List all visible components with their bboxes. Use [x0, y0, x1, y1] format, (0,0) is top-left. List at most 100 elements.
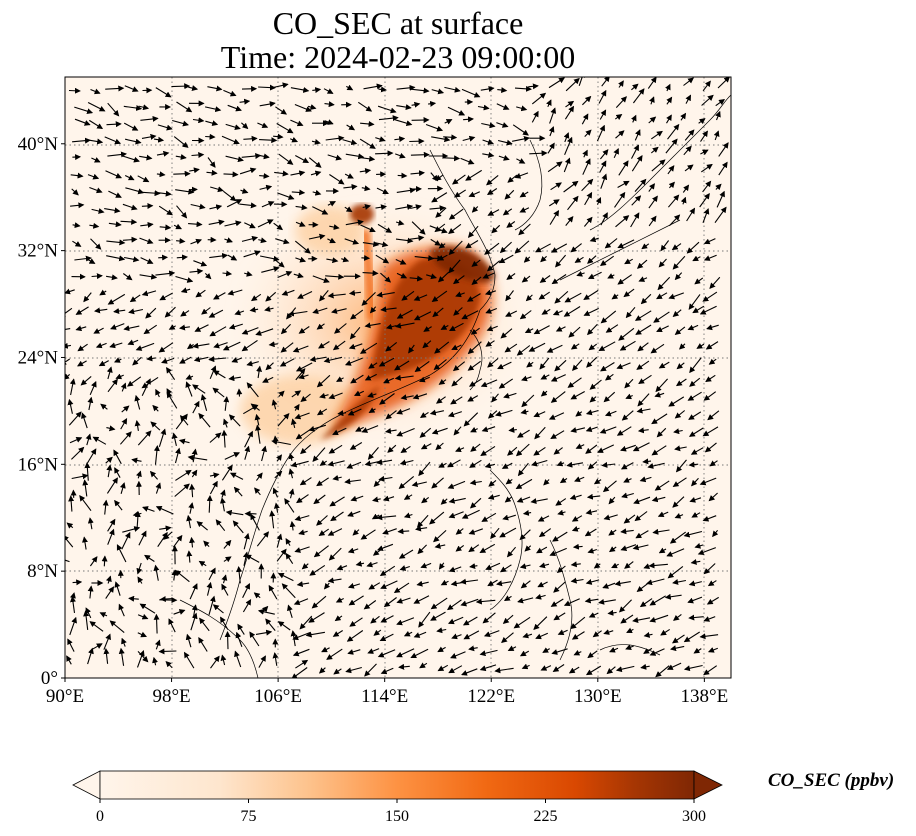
wind-arrow: [658, 258, 667, 268]
wind-arrow: [471, 276, 482, 285]
wind-arrow: [120, 382, 127, 392]
wind-arrow: [550, 182, 562, 191]
wind-arrow: [158, 648, 177, 655]
wind-arrow: [362, 270, 379, 277]
wind-arrow: [90, 88, 101, 95]
wind-arrow: [134, 394, 141, 410]
wind-arrow: [307, 104, 317, 110]
wind-arrow: [345, 219, 364, 226]
wind-arrow: [694, 277, 704, 285]
wind-arrow: [261, 445, 267, 462]
wind-arrow: [599, 426, 617, 434]
wind-arrow: [70, 202, 85, 209]
wind-arrow: [378, 115, 399, 122]
wind-arrow: [688, 461, 699, 468]
wind-arrow: [312, 447, 326, 462]
wind-arrow: [410, 235, 425, 242]
wind-arrow: [604, 410, 617, 417]
wind-arrow: [567, 195, 579, 211]
wind-arrow: [631, 83, 639, 91]
wind-arrow: [530, 498, 548, 505]
wind-arrow: [498, 155, 510, 161]
wind-arrow: [455, 446, 465, 453]
wind-arrow: [158, 254, 169, 261]
wind-arrow: [206, 169, 218, 176]
wind-arrow: [259, 184, 273, 191]
wind-arrow: [631, 155, 643, 172]
wind-arrow: [431, 477, 444, 489]
wind-arrow: [550, 243, 568, 253]
wind-arrow: [106, 464, 113, 478]
wind-arrow: [83, 292, 92, 303]
wind-arrow: [665, 138, 678, 154]
wind-arrow: [585, 409, 599, 416]
wind-arrow: [274, 470, 283, 479]
wind-arrow: [277, 413, 290, 427]
wind-arrow: [654, 480, 670, 491]
wind-arrow: [465, 169, 482, 181]
wind-arrow: [72, 137, 91, 144]
map-title-line-2: Time: 2024-02-23 09:00:00: [220, 39, 576, 75]
wind-arrow: [699, 305, 717, 315]
wind-arrow: [434, 223, 446, 233]
wind-arrow: [574, 476, 585, 482]
wind-arrow: [497, 361, 512, 370]
wind-arrow: [360, 224, 376, 233]
wind-arrow: [534, 426, 546, 440]
wind-arrow: [228, 414, 241, 427]
wind-arrow: [423, 326, 432, 332]
wind-arrow: [686, 241, 700, 254]
wind-arrow: [616, 362, 631, 370]
wind-arrow: [647, 462, 665, 469]
wind-arrow: [669, 214, 681, 227]
wind-arrow: [316, 515, 328, 526]
wind-arrow: [192, 400, 200, 414]
wind-arrow: [136, 470, 142, 479]
wind-arrow: [419, 427, 432, 438]
wind-arrow: [615, 215, 630, 228]
wind-arrow: [618, 80, 624, 88]
wind-arrow: [316, 408, 328, 416]
wind-arrow: [277, 271, 293, 279]
wind-arrow: [332, 340, 346, 351]
wind-arrow: [531, 92, 547, 105]
wind-arrow: [394, 374, 414, 381]
wind-arrow: [498, 378, 514, 389]
wind-arrow: [131, 457, 142, 464]
wind-arrow: [312, 307, 328, 314]
wind-arrow: [71, 473, 89, 480]
wind-arrow: [297, 291, 313, 299]
wind-arrow: [633, 496, 651, 505]
wind-arrow: [87, 102, 106, 112]
wind-arrow: [674, 326, 686, 336]
wind-arrow: [452, 361, 466, 372]
wind-arrow: [396, 408, 411, 415]
wind-arrow: [173, 170, 191, 177]
wind-arrow: [702, 80, 711, 92]
wind-arrow: [547, 142, 555, 154]
wind-arrow: [549, 199, 560, 207]
wind-arrow: [470, 327, 480, 335]
wind-arrow: [108, 221, 122, 228]
wind-arrow: [680, 196, 687, 205]
wind-arrow: [600, 362, 615, 372]
wind-arrow: [180, 287, 191, 294]
wind-arrow: [273, 222, 284, 231]
wind-arrow: [505, 310, 518, 317]
wind-arrow: [140, 221, 154, 228]
wind-arrow: [501, 462, 513, 469]
wind-arrow: [376, 459, 393, 465]
wind-arrow: [624, 258, 633, 265]
wind-arrow: [122, 203, 138, 211]
wind-arrow: [526, 361, 534, 368]
wind-arrow: [410, 151, 430, 158]
wind-arrow: [410, 204, 422, 211]
wind-arrow: [583, 216, 593, 227]
wind-arrow: [713, 130, 720, 141]
wind-arrow: [290, 86, 310, 93]
wind-arrow: [453, 189, 467, 198]
wind-arrow: [482, 151, 495, 158]
wind-arrow: [332, 474, 342, 481]
wind-arrow: [256, 365, 263, 379]
wind-arrow: [639, 476, 652, 483]
